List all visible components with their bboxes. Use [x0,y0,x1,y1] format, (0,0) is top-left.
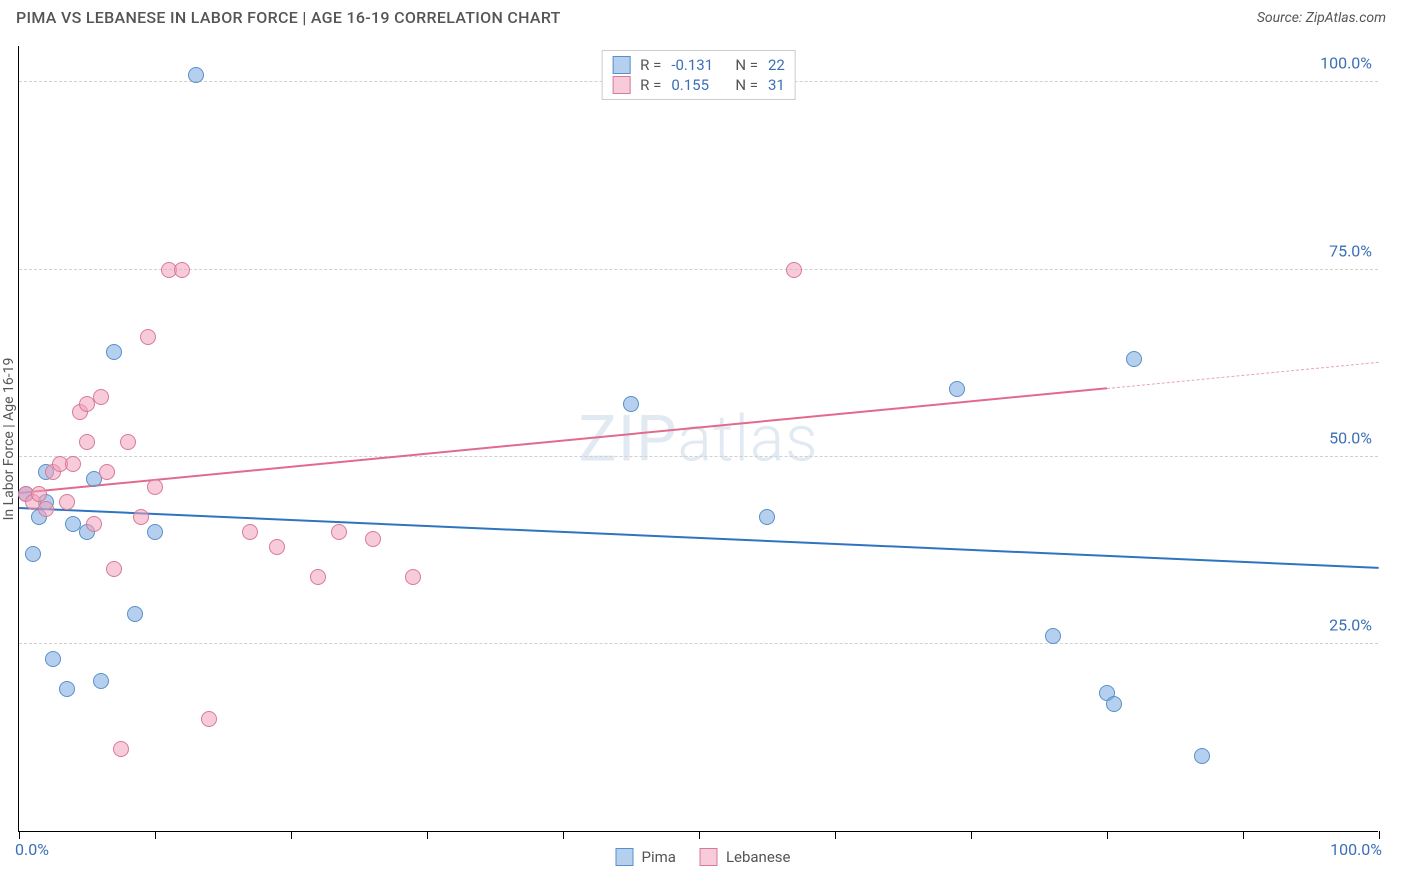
data-point [201,711,217,727]
trend-line [1107,362,1379,389]
legend-swatch [616,848,634,866]
legend-item: Pima [616,848,676,866]
legend-swatch [612,76,630,94]
n-label: N = [735,76,758,94]
data-point [786,262,802,278]
n-value: 31 [768,76,785,94]
data-point [188,67,204,83]
x-min-label: 0.0% [15,840,49,859]
n-label: N = [735,56,758,74]
x-tick [291,831,292,839]
data-point [59,681,75,697]
data-point [174,262,190,278]
legend-row: R = 0.155 N = 31 [610,75,787,95]
legend-label: Lebanese [726,848,791,866]
r-label: R = [640,76,661,94]
watermark: ZIPatlas [578,401,818,476]
data-point [1106,696,1122,712]
chart-area: In Labor Force | Age 16-19 ZIPatlas 25.0… [18,46,1378,832]
source-label: Source: ZipAtlas.com [1257,10,1386,26]
data-point [623,396,639,412]
legend-swatch [700,848,718,866]
gridline [19,456,1378,457]
data-point [147,479,163,495]
x-tick [699,831,700,839]
data-point [120,434,136,450]
data-point [31,486,47,502]
data-point [331,524,347,540]
data-point [106,344,122,360]
x-max-label: 100.0% [1330,840,1382,859]
data-point [79,434,95,450]
data-point [1194,748,1210,764]
data-point [93,673,109,689]
data-point [310,569,326,585]
data-point [133,509,149,525]
data-point [147,524,163,540]
data-point [242,524,258,540]
x-tick [427,831,428,839]
legend-label: Pima [642,848,676,866]
x-tick [1107,831,1108,839]
data-point [113,741,129,757]
data-point [59,494,75,510]
y-tick-label: 25.0% [1329,615,1372,634]
trend-line [19,387,1107,494]
data-point [93,389,109,405]
y-tick-label: 100.0% [1320,54,1372,73]
legend-item: Lebanese [700,848,791,866]
data-point [38,501,54,517]
x-tick [1243,831,1244,839]
y-tick-label: 50.0% [1329,428,1372,447]
r-value: -0.131 [671,56,725,74]
data-point [127,606,143,622]
x-tick [835,831,836,839]
data-point [365,531,381,547]
data-point [405,569,421,585]
correlation-legend: R = -0.131 N = 22 R = 0.155 N = 31 [601,50,796,100]
trend-line [19,507,1379,569]
data-point [86,516,102,532]
data-point [269,539,285,555]
gridline [19,643,1378,644]
y-tick-label: 75.0% [1329,241,1372,260]
r-value: 0.155 [671,76,725,94]
x-tick [1379,831,1380,839]
data-point [949,381,965,397]
data-point [25,546,41,562]
data-point [759,509,775,525]
chart-title: PIMA VS LEBANESE IN LABOR FORCE | AGE 16… [16,8,561,27]
watermark-light: atlas [678,401,819,476]
legend-row: R = -0.131 N = 22 [610,55,787,75]
data-point [1045,628,1061,644]
data-point [65,456,81,472]
data-point [99,464,115,480]
n-value: 22 [768,56,785,74]
data-point [45,651,61,667]
x-tick [971,831,972,839]
data-point [106,561,122,577]
legend-swatch [612,56,630,74]
x-tick [19,831,20,839]
x-tick [563,831,564,839]
data-point [1126,351,1142,367]
gridline [19,269,1378,270]
y-axis-label: In Labor Force | Age 16-19 [1,357,17,520]
x-tick [155,831,156,839]
plot-region: ZIPatlas 25.0%50.0%75.0%100.0%0.0%100.0%… [19,46,1378,831]
legend-bottom: Pima Lebanese [616,848,791,866]
r-label: R = [640,56,661,74]
chart-header: PIMA VS LEBANESE IN LABOR FORCE | AGE 16… [0,0,1406,35]
data-point [140,329,156,345]
